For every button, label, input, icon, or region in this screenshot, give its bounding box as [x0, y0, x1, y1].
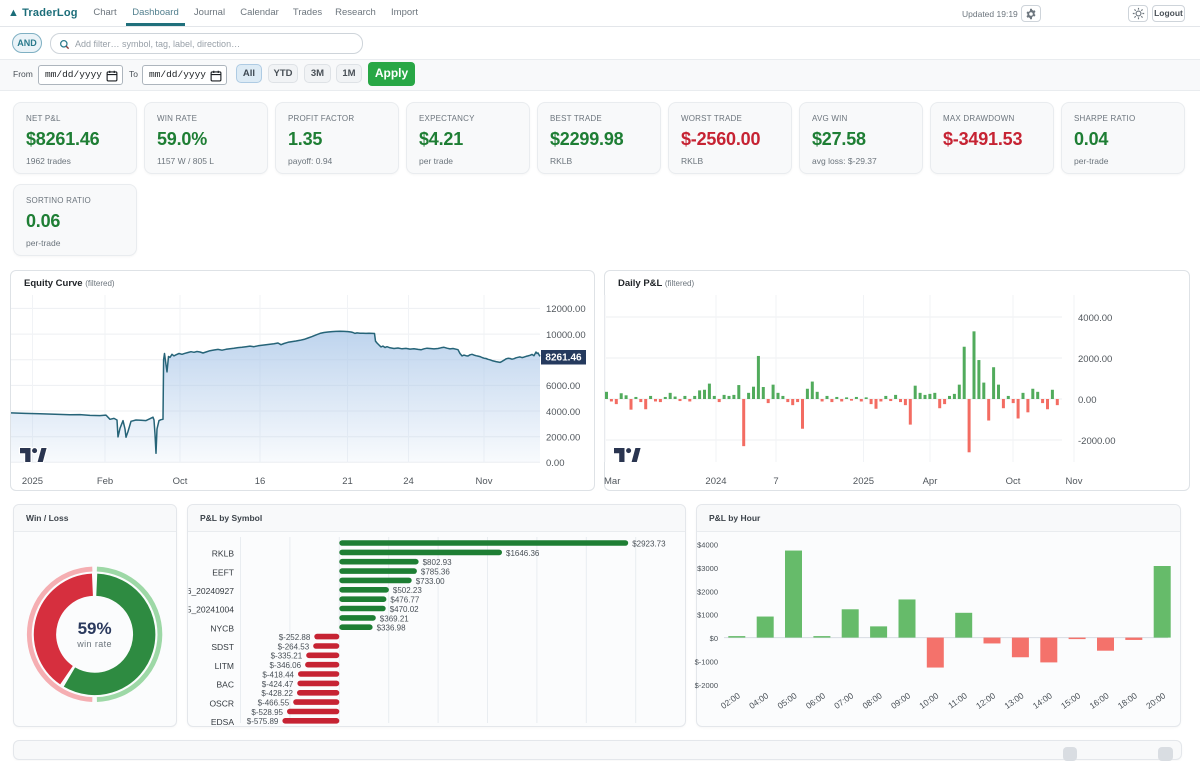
- svg-text:$-335.21: $-335.21: [271, 652, 303, 661]
- svg-text:Oct: Oct: [1006, 476, 1021, 487]
- svg-text:10000.00: 10000.00: [546, 330, 586, 341]
- svg-text:$-418.44: $-418.44: [262, 670, 294, 679]
- svg-text:$1000: $1000: [697, 611, 718, 620]
- svg-text:06:00: 06:00: [804, 690, 827, 711]
- svg-text:SDST: SDST: [211, 642, 234, 652]
- svg-text:$-252.88: $-252.88: [279, 633, 311, 642]
- svg-text:6000.00: 6000.00: [546, 381, 580, 392]
- svg-text:-2000.00: -2000.00: [1078, 436, 1116, 447]
- svg-text:11:00: 11:00: [946, 690, 969, 710]
- svg-text:Apr: Apr: [923, 476, 938, 487]
- svg-text:12:00: 12:00: [974, 690, 997, 711]
- svg-text:02:00: 02:00: [719, 690, 742, 711]
- svg-text:2024: 2024: [705, 476, 726, 487]
- svg-text:12000.00: 12000.00: [546, 304, 586, 315]
- svg-text:08:00: 08:00: [861, 690, 884, 711]
- svg-text:BAC: BAC: [217, 680, 234, 690]
- svg-text:EDSA: EDSA: [211, 717, 234, 727]
- svg-text:4000.00: 4000.00: [546, 407, 580, 418]
- svg-text:2025: 2025: [22, 476, 43, 487]
- svg-text:16: 16: [255, 476, 266, 487]
- svg-text:OSCR: OSCR: [209, 698, 234, 708]
- svg-text:$-1000: $-1000: [695, 658, 718, 667]
- svg-text:LITM: LITM: [215, 661, 234, 671]
- svg-text:EEFT: EEFT: [212, 567, 234, 577]
- svg-text:$336.98: $336.98: [377, 624, 406, 633]
- svg-text:5_20241004: 5_20241004: [187, 605, 235, 615]
- svg-text:$-466.55: $-466.55: [258, 699, 290, 708]
- svg-text:15:00: 15:00: [1059, 690, 1082, 711]
- svg-text:RKLB: RKLB: [212, 549, 235, 559]
- svg-text:59%: 59%: [78, 619, 112, 638]
- svg-text:Oct: Oct: [173, 476, 188, 487]
- svg-text:20:00: 20:00: [1144, 690, 1167, 711]
- svg-text:13:00: 13:00: [1002, 690, 1025, 711]
- svg-text:$2000: $2000: [697, 587, 718, 596]
- svg-text:05:00: 05:00: [775, 690, 798, 711]
- svg-text:$476.77: $476.77: [390, 596, 419, 605]
- svg-text:$3000: $3000: [697, 564, 718, 573]
- svg-text:24: 24: [403, 476, 414, 487]
- svg-text:09:00: 09:00: [889, 690, 912, 711]
- svg-text:$-428.22: $-428.22: [261, 689, 293, 698]
- svg-text:$369.21: $369.21: [380, 614, 409, 623]
- svg-text:07:00: 07:00: [832, 690, 855, 711]
- svg-text:7: 7: [773, 476, 778, 487]
- svg-text:2000.00: 2000.00: [1078, 354, 1112, 365]
- svg-text:21: 21: [342, 476, 353, 487]
- svg-text:04:00: 04:00: [747, 690, 770, 711]
- svg-text:$-264.53: $-264.53: [278, 642, 310, 651]
- svg-text:4000.00: 4000.00: [1078, 313, 1112, 324]
- svg-text:18:00: 18:00: [1116, 690, 1139, 711]
- svg-text:win rate: win rate: [76, 639, 112, 649]
- svg-text:$-575.89: $-575.89: [247, 717, 279, 726]
- svg-text:2000.00: 2000.00: [546, 433, 580, 444]
- svg-text:6_20240927: 6_20240927: [187, 586, 235, 596]
- svg-text:$733.00: $733.00: [416, 577, 445, 586]
- svg-text:0.00: 0.00: [1078, 395, 1097, 406]
- svg-text:$-424.47: $-424.47: [262, 680, 294, 689]
- svg-text:$1646.36: $1646.36: [506, 549, 540, 558]
- svg-text:8261.46: 8261.46: [545, 353, 582, 364]
- svg-text:$4000: $4000: [697, 541, 718, 550]
- svg-text:$0: $0: [710, 634, 718, 643]
- svg-text:Nov: Nov: [476, 476, 493, 487]
- svg-text:0.00: 0.00: [546, 458, 565, 469]
- svg-text:$-2000: $-2000: [695, 681, 718, 690]
- svg-text:16:00: 16:00: [1087, 690, 1110, 711]
- svg-text:Mar: Mar: [604, 476, 620, 487]
- svg-text:$470.02: $470.02: [390, 605, 419, 614]
- svg-text:$802.93: $802.93: [423, 558, 452, 567]
- svg-text:2025: 2025: [853, 476, 874, 487]
- svg-text:Feb: Feb: [97, 476, 113, 487]
- svg-text:NYCB: NYCB: [210, 623, 234, 633]
- svg-text:10:00: 10:00: [917, 690, 940, 711]
- svg-text:$785.36: $785.36: [421, 568, 450, 577]
- svg-text:$2923.73: $2923.73: [632, 539, 666, 548]
- svg-text:$-346.06: $-346.06: [270, 661, 302, 670]
- svg-text:$502.23: $502.23: [393, 586, 422, 595]
- svg-text:Nov: Nov: [1066, 476, 1083, 487]
- svg-text:14:00: 14:00: [1031, 690, 1054, 711]
- svg-text:$-528.95: $-528.95: [251, 708, 283, 717]
